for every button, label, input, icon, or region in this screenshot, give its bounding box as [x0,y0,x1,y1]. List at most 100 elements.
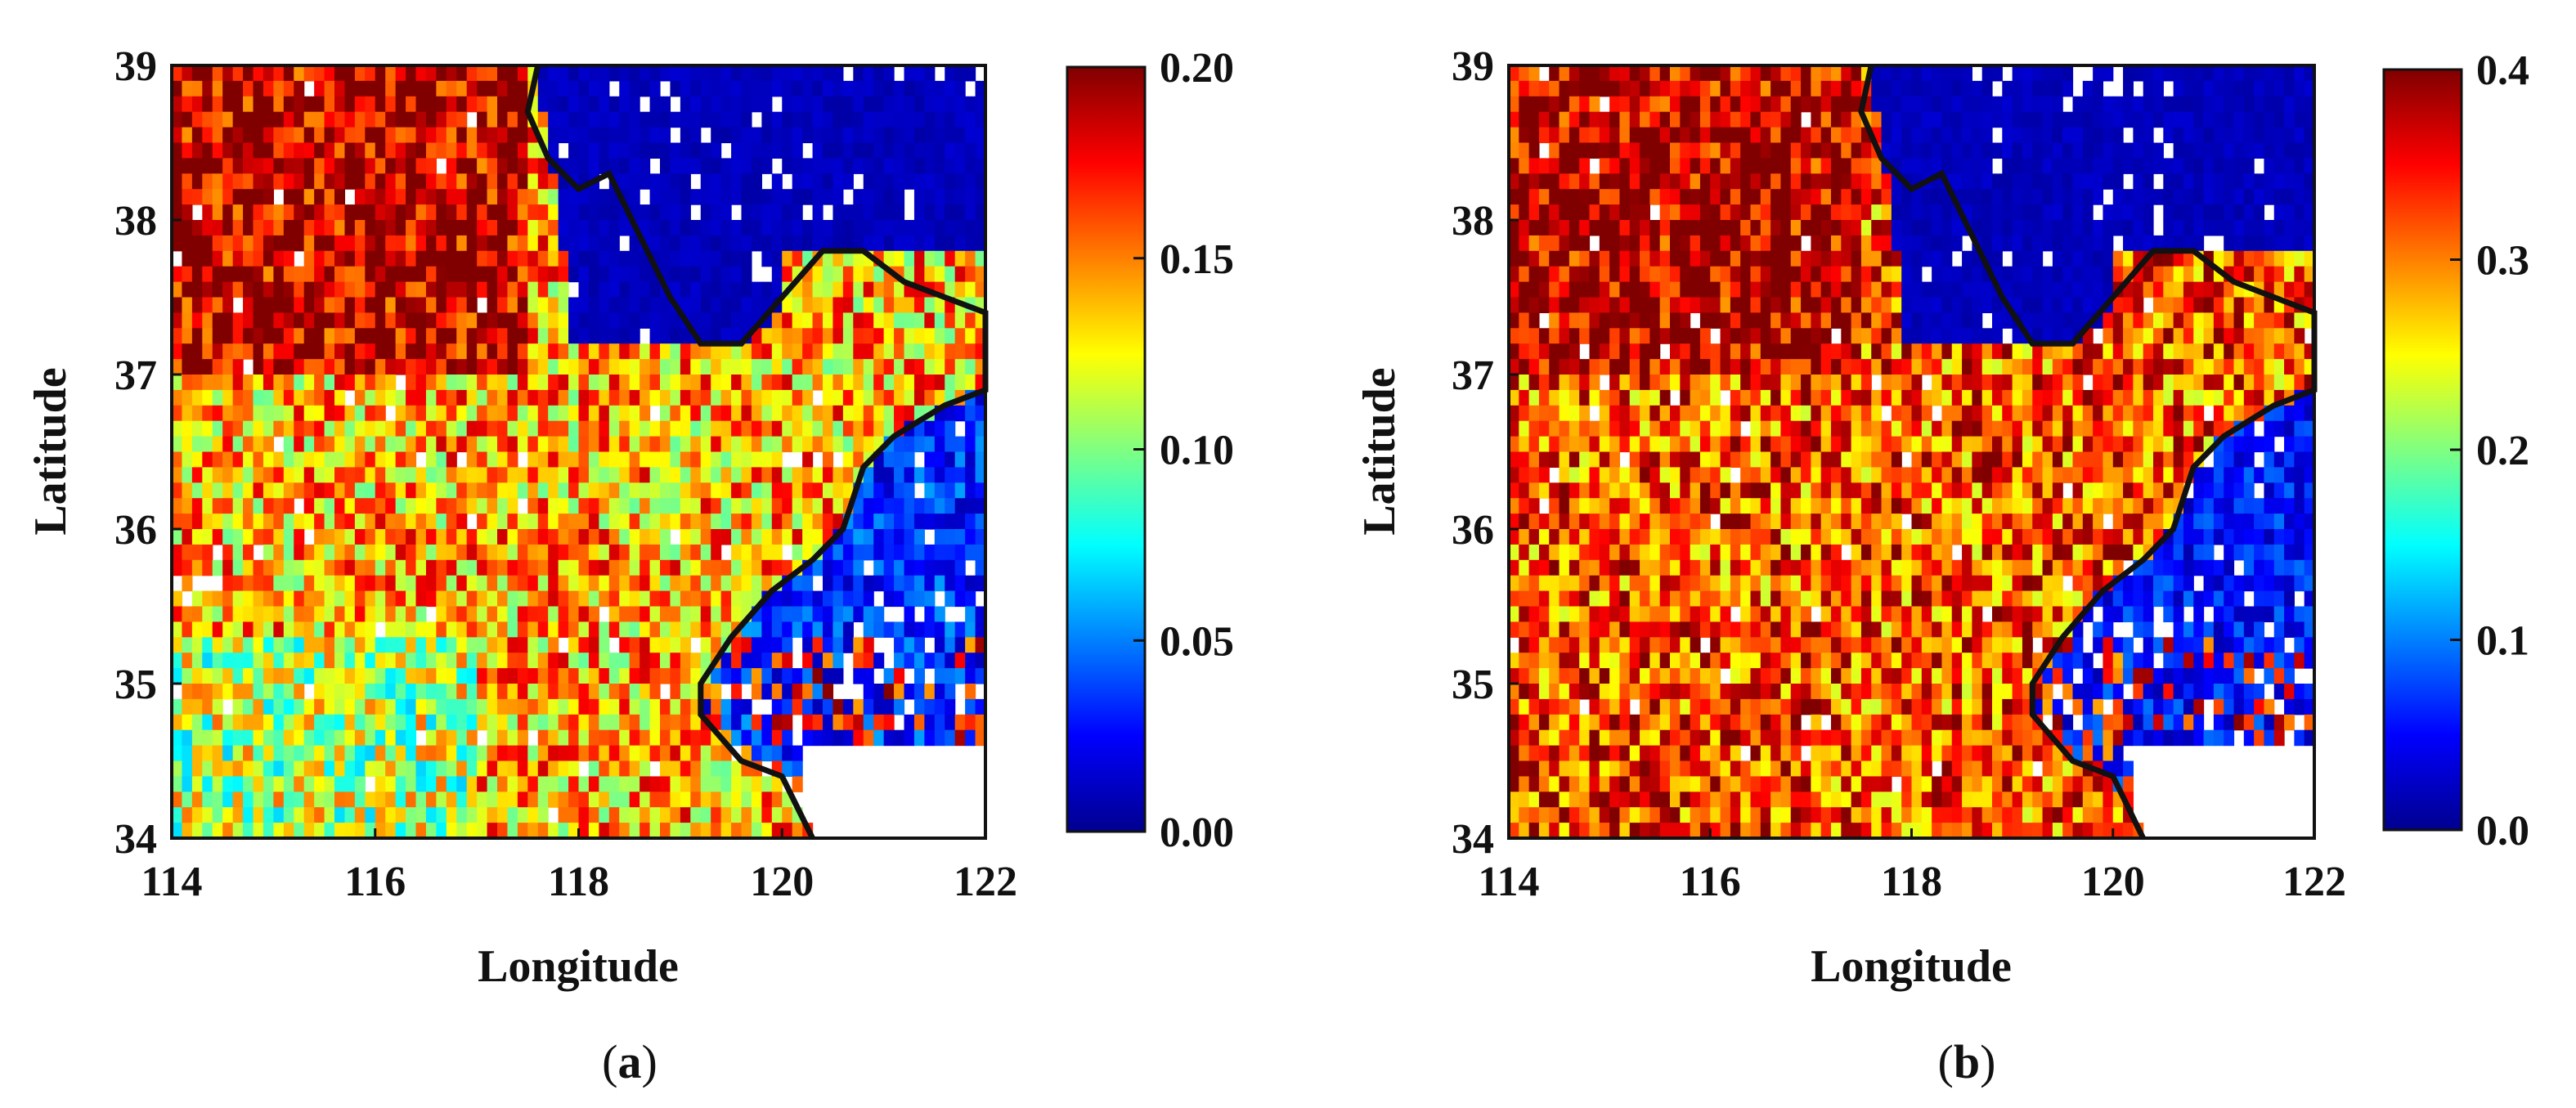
heatmap-cell [406,653,416,669]
heatmap-cell [406,173,416,190]
heatmap-cell [670,406,680,422]
heatmap-cell [518,792,528,808]
heatmap-cell [559,452,569,469]
heatmap-cell [742,282,752,298]
heatmap-cell [304,730,315,747]
heatmap-cell [284,699,294,715]
heatmap-cell [192,220,203,236]
heatmap-cell [426,390,437,406]
heatmap-cell [456,81,467,97]
heatmap-cell [284,498,294,514]
heatmap-cell [670,81,680,97]
heatmap-cell [752,482,762,499]
heatmap-cell [192,467,203,483]
heatmap-cell [630,529,640,545]
heatmap-cell [355,81,366,97]
heatmap-cell [355,529,366,545]
heatmap-cell [233,143,244,159]
y-tick-label: 35 [114,662,157,708]
heatmap-cell [914,204,925,221]
heatmap-cell [680,730,691,747]
heatmap-cell [1831,251,1842,267]
heatmap-cell [304,715,315,731]
heatmap-cell [670,684,680,700]
heatmap-cell [650,576,661,592]
heatmap-cell [233,482,244,499]
heatmap-cell [690,220,701,236]
heatmap-cell [527,143,538,159]
heatmap-cell [243,220,254,236]
heatmap-cell [334,576,345,592]
heatmap-cell [599,668,609,684]
heatmap-cell [1660,65,1671,82]
heatmap-cell [1640,96,1650,113]
heatmap-cell [334,776,345,792]
heatmap-cell [1670,143,1681,159]
heatmap-cell [527,421,538,437]
heatmap-cell [213,390,223,406]
heatmap-cell [884,699,895,715]
heatmap-cell [456,251,467,267]
heatmap-cell [853,359,864,375]
heatmap-cell [294,746,304,762]
heatmap-cell [192,312,203,329]
heatmap-cell [385,607,396,623]
heatmap-cell [314,359,325,375]
heatmap-cell [599,529,609,545]
heatmap-cell [263,560,274,576]
heatmap-cell [233,452,244,469]
heatmap-cell [406,792,416,808]
heatmap-cell [832,482,843,499]
heatmap-cell [2062,251,2073,267]
heatmap-cell [935,81,945,97]
heatmap-cell [182,761,192,778]
heatmap-cell [456,65,467,82]
heatmap-cell [2022,96,2033,113]
heatmap-cell [568,112,579,128]
heatmap-cell [579,236,590,252]
heatmap-cell [192,621,203,638]
heatmap-cell [436,529,447,545]
heatmap-cell [436,591,447,608]
heatmap-cell [884,591,895,608]
heatmap-cell [701,158,711,174]
heatmap-cell [660,792,671,808]
heatmap-cell [568,359,579,375]
heatmap-cell [518,699,528,715]
heatmap-cell [426,267,437,283]
heatmap-cell [1670,81,1681,97]
heatmap-cell [914,560,925,576]
heatmap-cell [1851,236,1862,252]
heatmap-cell [284,406,294,422]
heatmap-cell [670,267,680,283]
heatmap-cell [375,761,386,778]
heatmap-cell [273,173,284,190]
heatmap-cell [660,143,671,159]
heatmap-cell [2043,112,2053,128]
heatmap-cell [406,684,416,700]
heatmap-cell [294,343,304,360]
heatmap-cell [2294,282,2304,298]
heatmap-cell [325,823,335,839]
heatmap-cell [2083,81,2094,97]
heatmap-cell [873,359,884,375]
heatmap-cell [497,96,508,113]
heatmap-cell [599,545,609,561]
heatmap-cell [924,298,935,314]
heatmap-cell [619,807,630,823]
heatmap-cell [273,776,284,792]
heatmap-cell [375,699,386,715]
heatmap-cell [924,591,935,608]
heatmap-cell [823,328,833,344]
heatmap-cell [447,514,457,530]
heatmap-cell [1841,298,1851,314]
heatmap-cell [447,529,457,545]
heatmap-cell [2294,220,2304,236]
heatmap-cell [527,514,538,530]
heatmap-cell [914,467,925,483]
heatmap-cell [202,437,213,453]
heatmap-cell [711,220,721,236]
heatmap-cell [1831,112,1842,128]
heatmap-cell [182,343,192,360]
heatmap-cell [945,730,955,747]
